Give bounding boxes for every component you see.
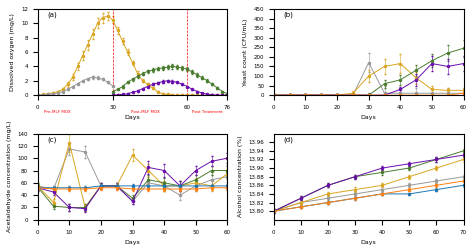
Y-axis label: Yeast count (CFU/mL): Yeast count (CFU/mL) <box>243 18 248 86</box>
Text: (a): (a) <box>47 12 57 18</box>
Text: Pre-MLF MOX: Pre-MLF MOX <box>44 110 71 114</box>
X-axis label: Days: Days <box>361 240 376 245</box>
Text: (d): (d) <box>283 136 293 143</box>
X-axis label: Days: Days <box>125 115 140 120</box>
Text: Post-MLF MOX: Post-MLF MOX <box>131 110 159 114</box>
X-axis label: Days: Days <box>361 115 376 120</box>
Y-axis label: Acetaldehyde concentration (mg/L): Acetaldehyde concentration (mg/L) <box>7 121 12 232</box>
Y-axis label: Dissolved oxygen (mg/L): Dissolved oxygen (mg/L) <box>10 13 16 91</box>
X-axis label: Days: Days <box>125 240 140 245</box>
Text: Post Treatment: Post Treatment <box>192 110 223 114</box>
Text: (b): (b) <box>283 12 293 18</box>
Y-axis label: Alcohol concentration (%): Alcohol concentration (%) <box>238 136 243 217</box>
Text: (c): (c) <box>47 136 56 143</box>
